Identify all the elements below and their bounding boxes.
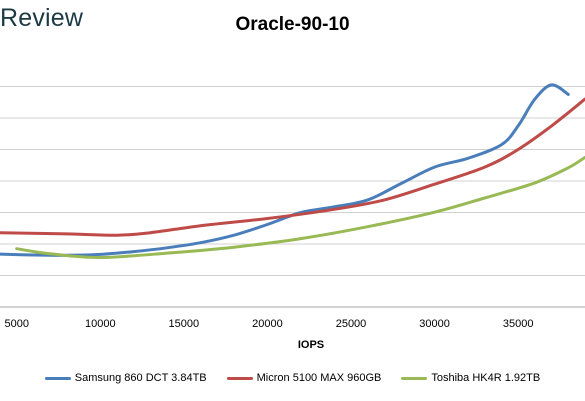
- series-line-0: [0, 83, 570, 257]
- legend-item: Samsung 860 DCT 3.84TB: [44, 372, 207, 384]
- x-tick-label: 25000: [336, 318, 367, 330]
- x-axis-label: IOPS: [298, 339, 324, 351]
- x-tick-label: 5000: [4, 318, 28, 330]
- series-lines: [0, 83, 585, 260]
- x-tick-labels: 5000 10000 15000 20000 25000 30000 35000: [4, 318, 533, 330]
- grid-lines: [0, 86, 585, 276]
- x-tick-label: 35000: [503, 318, 534, 330]
- x-tick-label: 10000: [85, 318, 116, 330]
- legend-label: Toshiba HK4R 1.92TB: [431, 372, 541, 384]
- x-tick-label: 20000: [252, 318, 283, 330]
- legend-swatch: [44, 376, 71, 380]
- legend: Samsung 860 DCT 3.84TB Micron 5100 MAX 96…: [0, 372, 585, 384]
- legend-swatch: [226, 376, 253, 380]
- series-line-1: [0, 97, 585, 237]
- legend-label: Samsung 860 DCT 3.84TB: [74, 372, 207, 384]
- legend-label: Micron 5100 MAX 960GB: [256, 372, 382, 384]
- legend-swatch: [401, 376, 428, 380]
- x-tick-label: 30000: [419, 318, 450, 330]
- brand-logo: Review: [0, 4, 84, 32]
- series-line-2: [15, 155, 585, 260]
- legend-item: Micron 5100 MAX 960GB: [226, 372, 382, 384]
- x-tick-label: 15000: [169, 318, 200, 330]
- chart-title: Oracle-90-10: [235, 14, 350, 35]
- legend-item: Toshiba HK4R 1.92TB: [401, 372, 540, 384]
